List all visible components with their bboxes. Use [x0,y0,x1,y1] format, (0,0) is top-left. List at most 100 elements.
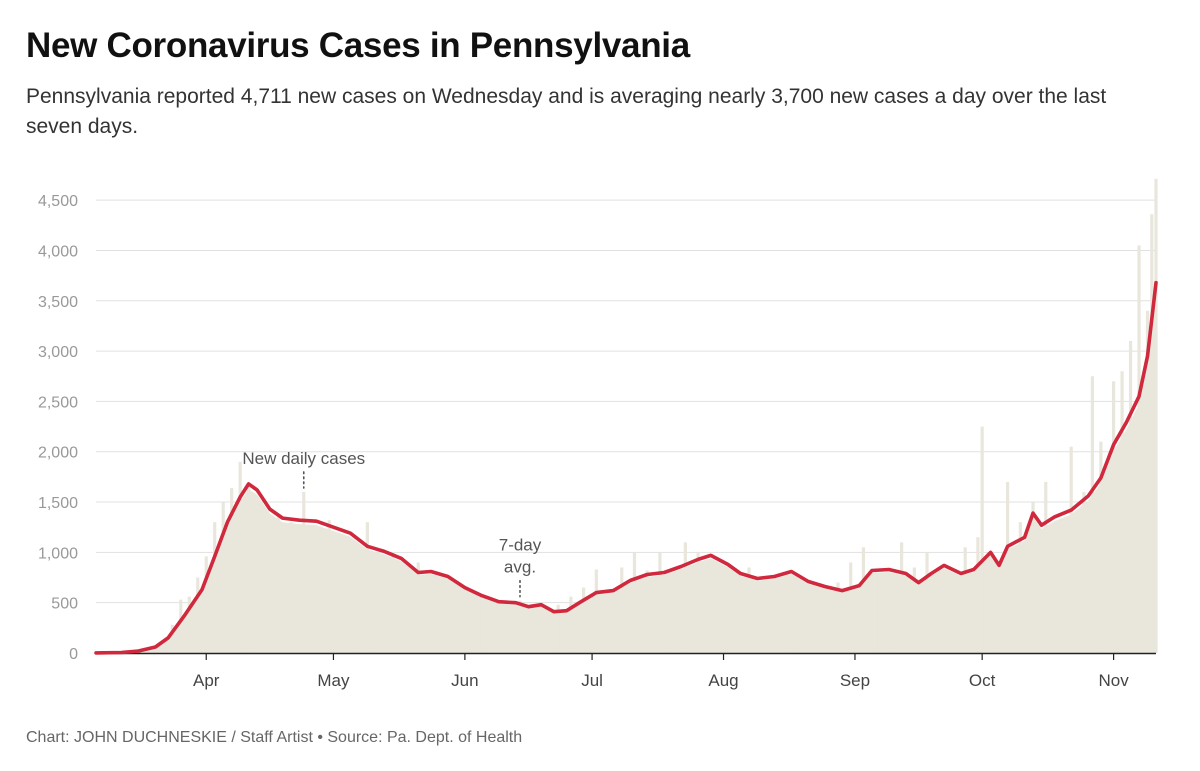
daily-case-bar [492,604,497,653]
x-tick-label: Nov [1098,671,1129,690]
daily-case-bar [594,569,598,653]
daily-case-bar [1018,522,1022,653]
y-tick-label: 3,500 [38,294,78,311]
daily-case-bar [480,600,484,653]
y-tick-label: 4,000 [38,243,78,260]
daily-case-bar [823,592,827,653]
daily-case-bar [900,542,904,653]
annotation-label: avg. [504,558,536,577]
daily-case-bar [709,560,713,653]
daily-case-bar [403,572,408,653]
daily-case-bar [1154,178,1158,653]
daily-case-bar [1069,446,1073,653]
daily-case-bar [162,640,166,653]
daily-case-bar [247,486,251,653]
avg-line-layer [94,280,1158,655]
x-axis [96,652,1156,660]
daily-case-bar [632,552,637,653]
daily-case-bar [1150,214,1154,653]
daily-case-bar [1099,441,1103,653]
daily-case-bar [353,542,357,653]
daily-case-bar [607,592,611,653]
daily-cases-area [96,293,1156,653]
daily-case-bar [442,584,446,653]
x-tick-label: Jun [451,671,478,690]
daily-case-bar [153,645,157,653]
daily-case-bar [179,599,183,653]
x-tick-label: Apr [193,671,220,690]
annotation-label: New daily cases [242,449,365,468]
daily-case-bar [620,567,624,653]
x-tick-label: May [317,671,350,690]
y-tick-label: 500 [51,596,78,613]
daily-case-bar [454,590,458,653]
daily-case-bar [416,562,420,653]
chart-title: New Coronavirus Cases in Pennsylvania [26,26,690,65]
daily-case-bar [1056,542,1061,653]
daily-case-bar [993,582,997,653]
daily-case-bar [505,610,509,653]
daily-case-bar [671,572,675,653]
daily-case-bar [1082,491,1086,653]
daily-case-bar [467,596,471,653]
daily-case-bar [145,648,149,653]
daily-case-bar [569,596,573,653]
daily-case-bar [874,572,878,653]
y-tick-label: 1,000 [38,545,78,562]
daily-case-bar [721,572,726,653]
chart-credit: Chart: JOHN DUCHNESKIE / Staff Artist • … [26,729,523,746]
daily-case-bar [1031,502,1035,653]
daily-case-bar [255,532,259,653]
daily-case-bar [289,522,293,653]
daily-case-bar [221,502,225,653]
daily-case-bar [238,461,242,653]
daily-case-bar [963,547,967,653]
y-tick-label: 2,500 [38,394,78,411]
daily-case-bar [1120,371,1124,653]
x-tick-label: Aug [708,671,738,690]
daily-case-bar [772,576,776,653]
x-tick-label: Jul [581,671,603,690]
daily-case-bar [276,514,280,653]
daily-case-bar [582,587,586,653]
annotations: New daily cases 7-day avg. [242,449,542,598]
daily-case-bar [810,587,815,653]
daily-case-bar [340,534,344,653]
daily-case-bar [683,542,687,653]
daily-case-bar [645,570,649,653]
y-tick-label: 1,500 [38,495,78,512]
daily-case-bar [531,614,535,653]
daily-case-bar [925,552,929,653]
daily-case-bar [187,596,191,653]
daily-case-bar [747,567,751,653]
daily-case-bar [302,491,306,653]
daily-case-bar [734,577,738,653]
daily-case-bar [887,587,891,653]
y-tick-label: 4,500 [38,193,78,210]
y-tick-label: 0 [69,646,78,663]
y-tick-label: 2,000 [38,445,78,462]
daily-case-bar [327,520,331,653]
daily-case-bar [543,610,548,653]
daily-bars [94,178,1158,653]
daily-case-bar [170,624,174,653]
daily-case-bar [1128,341,1133,653]
daily-case-bar [196,577,200,653]
daily-case-bar [836,582,840,653]
daily-case-bar [556,604,560,653]
daily-case-bar [861,547,866,653]
y-tick-label: 3,000 [38,344,78,361]
daily-case-bar [1006,481,1010,653]
daily-case-bar [950,572,955,653]
daily-case-bar [760,582,764,653]
daily-case-bar [1137,245,1141,653]
daily-case-bar [230,487,234,653]
daily-case-bar [1112,381,1116,653]
daily-case-bar [912,567,916,653]
daily-case-bar [696,552,700,653]
daily-case-bar [798,582,802,653]
daily-case-bar [429,580,433,653]
daily-case-bar [518,600,522,653]
daily-case-bar [849,562,853,653]
